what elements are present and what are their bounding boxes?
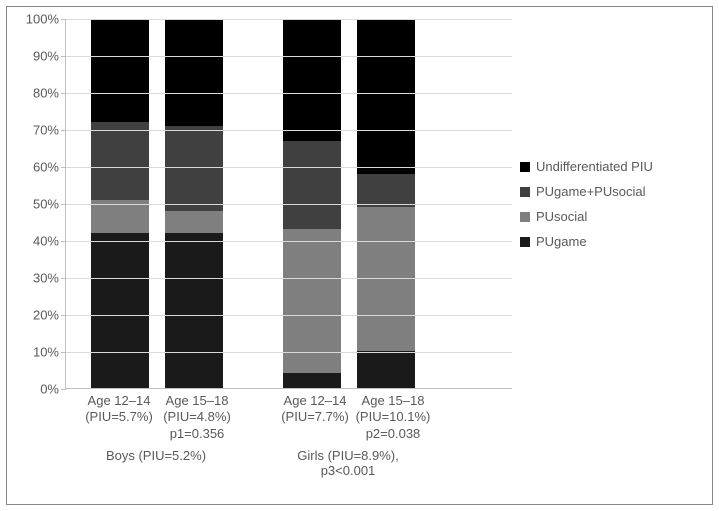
- legend-swatch: [520, 162, 530, 172]
- legend-swatch: [520, 212, 530, 222]
- group-label: Girls (PIU=8.9%), p3<0.001: [282, 448, 414, 478]
- grid-line: [66, 167, 512, 168]
- legend-label: PUgame+PUsocial: [536, 184, 645, 199]
- legend: Undifferentiated PIU PUgame+PUsocial PUsoc…: [512, 19, 702, 389]
- x-axis-labels: Age 12–14(PIU=5.7%)Age 15–18(PIU=4.8%)p1…: [65, 393, 702, 442]
- bar-segment-pugame: [91, 233, 149, 388]
- legend-item-undiff: Undifferentiated PIU: [520, 159, 702, 174]
- legend-swatch: [520, 237, 530, 247]
- grid-line: [66, 19, 512, 20]
- y-tick-label: 20%: [33, 308, 59, 323]
- bar-segment-pusocial: [165, 211, 223, 233]
- chart-frame: 0% 10% 20% 30% 40% 50% 60% 70% 80% 90% 100% Undiff…: [6, 6, 713, 505]
- grid-line: [66, 352, 512, 353]
- x-axis-label: Age 12–14(PIU=5.7%): [80, 393, 158, 442]
- y-tick-label: 10%: [33, 345, 59, 360]
- grid-line: [66, 278, 512, 279]
- plot-area: [65, 19, 512, 389]
- y-tick-label: 80%: [33, 86, 59, 101]
- y-tick-label: 50%: [33, 197, 59, 212]
- x-axis-label: Age 12–14(PIU=7.7%): [276, 393, 354, 442]
- legend-label: PUgame: [536, 234, 587, 249]
- group-label: Boys (PIU=5.2%): [90, 448, 222, 478]
- bar-segment-combo: [91, 122, 149, 199]
- legend-item-combo: PUgame+PUsocial: [520, 184, 702, 199]
- y-tick-label: 70%: [33, 123, 59, 138]
- y-tick-label: 100%: [26, 12, 59, 27]
- bar-segment-undiff: [357, 19, 415, 174]
- legend-label: PUsocial: [536, 209, 587, 224]
- grid-line: [66, 130, 512, 131]
- bar-segment-undiff: [165, 19, 223, 126]
- bar-segment-pugame: [357, 351, 415, 388]
- y-tick-label: 30%: [33, 271, 59, 286]
- y-tick-label: 60%: [33, 160, 59, 175]
- chart-body: 0%10%20%30%40%50%60%70%80%90%100% Undiff…: [17, 19, 702, 389]
- y-tick-label: 90%: [33, 49, 59, 64]
- bar-segment-pugame: [283, 373, 341, 388]
- bar-segment-pusocial: [357, 207, 415, 351]
- y-axis: 0%10%20%30%40%50%60%70%80%90%100%: [17, 19, 65, 389]
- x-axis-label: Age 15–18(PIU=4.8%)p1=0.356: [158, 393, 236, 442]
- grid-line: [66, 315, 512, 316]
- legend-swatch: [520, 187, 530, 197]
- bar-segment-combo: [283, 141, 341, 230]
- bar-segment-pugame: [165, 233, 223, 388]
- x-axis-label: Age 15–18(PIU=10.1%)p2=0.038: [354, 393, 432, 442]
- grid-line: [66, 204, 512, 205]
- grid-line: [66, 93, 512, 94]
- y-tick-label: 40%: [33, 234, 59, 249]
- legend-label: Undifferentiated PIU: [536, 159, 653, 174]
- bar-segment-undiff: [283, 19, 341, 141]
- bar-segment-combo: [165, 126, 223, 211]
- bar-segment-combo: [357, 174, 415, 207]
- y-tick-mark: [61, 389, 66, 390]
- bar-segment-undiff: [91, 19, 149, 122]
- y-tick-label: 0%: [40, 382, 59, 397]
- group-labels: Boys (PIU=5.2%) Girls (PIU=8.9%), p3<0.00…: [65, 448, 702, 478]
- legend-item-pusocial: PUsocial: [520, 209, 702, 224]
- grid-line: [66, 56, 512, 57]
- grid-line: [66, 241, 512, 242]
- legend-item-pugame: PUgame: [520, 234, 702, 249]
